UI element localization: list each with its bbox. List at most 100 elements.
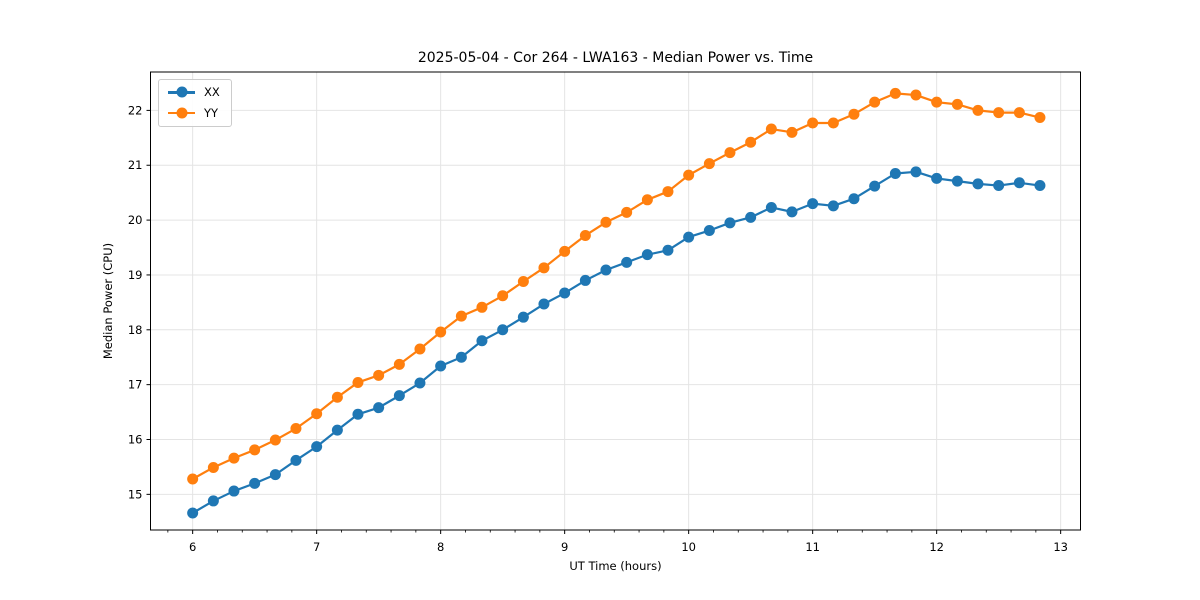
data-point-xx xyxy=(207,495,219,507)
data-point-yy xyxy=(910,89,922,101)
legend-marker-icon-xx xyxy=(176,86,187,98)
data-point-xx xyxy=(972,178,984,190)
legend-entry-xx: XX xyxy=(168,86,220,99)
data-point-xx xyxy=(455,351,467,363)
data-point-yy xyxy=(869,96,881,108)
plot-border xyxy=(150,71,1081,531)
data-point-xx xyxy=(848,193,860,205)
data-point-xx xyxy=(517,311,529,323)
data-point-yy xyxy=(373,369,385,381)
data-point-xx xyxy=(1013,177,1025,189)
data-point-xx xyxy=(435,360,447,372)
y-tick-label: 20 xyxy=(128,213,143,227)
data-point-yy xyxy=(765,123,777,135)
data-point-xx xyxy=(373,402,385,414)
data-point-xx xyxy=(827,200,839,212)
x-tick-label: 7 xyxy=(313,540,320,554)
data-point-xx xyxy=(393,390,405,402)
x-tick-label: 10 xyxy=(681,540,696,554)
data-point-yy xyxy=(807,117,819,129)
data-point-yy xyxy=(786,126,798,138)
y-tick-label: 18 xyxy=(128,323,143,337)
data-point-yy xyxy=(600,216,612,228)
data-point-yy xyxy=(331,391,343,403)
x-axis-label: UT Time (hours) xyxy=(569,559,662,573)
data-point-xx xyxy=(538,298,550,310)
data-point-yy xyxy=(827,117,839,129)
data-point-yy xyxy=(311,408,323,420)
legend-line-sample-yy xyxy=(168,107,195,119)
legend-line-sample-xx xyxy=(168,86,195,98)
data-point-yy xyxy=(393,358,405,370)
data-point-xx xyxy=(476,335,488,347)
data-point-xx xyxy=(559,287,571,299)
x-tick-label: 11 xyxy=(805,540,820,554)
data-point-yy xyxy=(641,194,653,206)
data-point-yy xyxy=(290,423,302,435)
data-point-xx xyxy=(414,377,426,389)
y-tick-label: 17 xyxy=(128,378,143,392)
series-line-xx xyxy=(191,170,1042,515)
data-point-xx xyxy=(786,206,798,218)
data-point-xx xyxy=(641,249,653,261)
data-point-yy xyxy=(228,452,240,464)
data-point-yy xyxy=(951,98,963,110)
data-point-yy xyxy=(187,473,199,485)
data-point-xx xyxy=(1034,180,1046,192)
data-point-yy xyxy=(559,245,571,257)
legend-label-xx: XX xyxy=(204,85,220,99)
data-point-xx xyxy=(745,211,757,223)
data-point-xx xyxy=(703,225,715,237)
data-point-yy xyxy=(724,147,736,159)
y-tick-label: 22 xyxy=(128,103,143,117)
data-point-xx xyxy=(269,469,281,481)
data-point-xx xyxy=(993,180,1005,192)
y-tick-label: 16 xyxy=(128,432,143,446)
data-point-xx xyxy=(497,324,509,336)
x-tick-label: 13 xyxy=(1053,540,1068,554)
data-point-xx xyxy=(621,256,633,268)
data-point-xx xyxy=(807,198,819,210)
data-point-yy xyxy=(683,169,695,181)
data-point-xx xyxy=(869,180,881,192)
x-tick-label: 8 xyxy=(437,540,444,554)
data-point-xx xyxy=(765,201,777,213)
data-point-xx xyxy=(352,408,364,420)
data-point-yy xyxy=(745,136,757,148)
data-point-yy xyxy=(352,376,364,388)
data-point-yy xyxy=(993,107,1005,119)
x-tick-label: 6 xyxy=(189,540,196,554)
y-tick-label: 15 xyxy=(128,487,143,501)
data-point-yy xyxy=(662,186,674,198)
legend: XX YY xyxy=(158,79,232,128)
data-point-xx xyxy=(683,231,695,243)
data-point-xx xyxy=(228,485,240,497)
data-point-yy xyxy=(435,326,447,338)
data-point-xx xyxy=(931,172,943,184)
x-tick-label: 9 xyxy=(561,540,568,554)
data-point-yy xyxy=(703,158,715,170)
data-point-yy xyxy=(972,104,984,116)
data-point-yy xyxy=(931,96,943,108)
data-point-yy xyxy=(889,87,901,99)
data-point-yy xyxy=(249,444,261,456)
data-point-yy xyxy=(414,343,426,355)
data-point-yy xyxy=(476,301,488,313)
data-point-yy xyxy=(621,206,633,218)
y-axis-label: Median Power (CPU) xyxy=(101,242,115,360)
data-point-yy xyxy=(517,276,529,288)
data-point-xx xyxy=(187,507,199,519)
data-point-xx xyxy=(331,424,343,436)
data-point-yy xyxy=(538,262,550,274)
legend-label-yy: YY xyxy=(204,105,219,120)
data-point-yy xyxy=(848,108,860,120)
data-point-yy xyxy=(497,290,509,302)
data-point-xx xyxy=(910,166,922,178)
data-point-yy xyxy=(455,310,467,322)
data-point-xx xyxy=(579,274,591,286)
data-point-xx xyxy=(662,244,674,256)
data-point-yy xyxy=(269,434,281,446)
data-point-yy xyxy=(207,461,219,473)
